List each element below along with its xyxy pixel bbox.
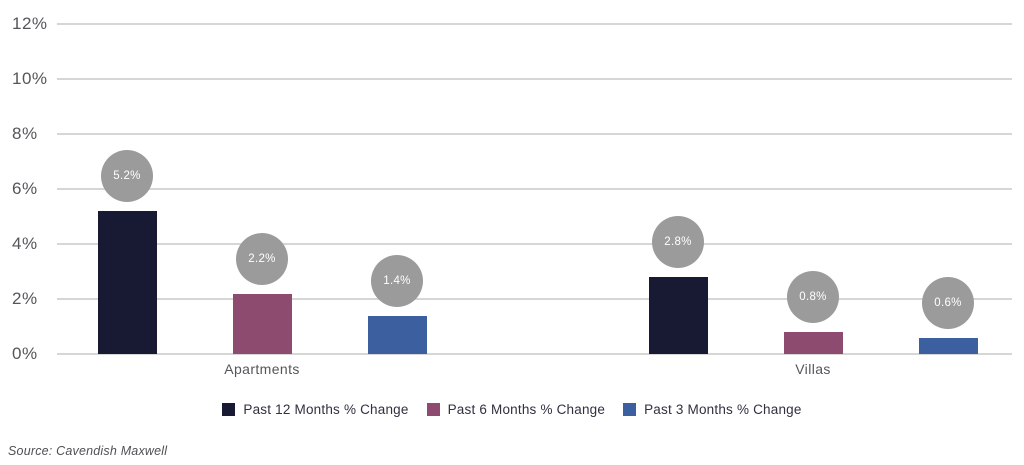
bar — [783, 332, 843, 354]
gridline — [57, 188, 1012, 190]
y-axis-tick-label: 12% — [12, 14, 48, 33]
legend-label: Past 12 Months % Change — [243, 402, 409, 417]
data-label-circle: 0.8% — [787, 271, 839, 323]
y-axis-tick-label: 0% — [12, 344, 38, 363]
data-label-circle: 1.4% — [371, 254, 423, 307]
legend-swatch — [426, 403, 440, 416]
bar — [648, 277, 708, 354]
data-label-circle: 2.2% — [236, 232, 288, 285]
bar — [232, 293, 292, 354]
gridline — [57, 298, 1012, 300]
data-label-circle: 2.8% — [652, 216, 704, 268]
source-caption: Source: Cavendish Maxwell — [8, 444, 168, 458]
legend-item: Past 6 Months % Change — [426, 402, 606, 417]
y-axis-tick-label: 8% — [12, 124, 38, 143]
legend-swatch — [222, 403, 236, 416]
y-axis-tick-label: 2% — [12, 289, 38, 308]
chart-legend: Past 12 Months % Change Past 6 Months % C… — [0, 402, 1024, 417]
bar — [918, 337, 978, 354]
legend-label: Past 6 Months % Change — [447, 402, 606, 417]
data-label-circle: 5.2% — [101, 150, 153, 202]
category-label: Villas — [795, 361, 831, 377]
legend-item: Past 12 Months % Change — [222, 402, 408, 417]
data-label-circle: 0.6% — [922, 276, 974, 329]
gridline — [57, 243, 1012, 245]
gridline — [57, 133, 1012, 135]
legend-label: Past 3 Months % Change — [644, 402, 802, 417]
gridline — [57, 78, 1012, 80]
gridline — [57, 23, 1012, 25]
legend-swatch — [623, 403, 637, 416]
category-label: Apartments — [224, 361, 300, 377]
y-axis-tick-label: 10% — [12, 69, 48, 88]
bar — [97, 211, 157, 354]
y-axis-tick-label: 4% — [12, 234, 38, 253]
legend-item: Past 3 Months % Change — [623, 402, 802, 417]
y-axis-tick-label: 6% — [12, 179, 38, 198]
gridline — [57, 353, 1012, 355]
bar — [367, 315, 427, 354]
